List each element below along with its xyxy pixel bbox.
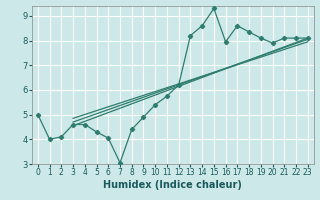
X-axis label: Humidex (Indice chaleur): Humidex (Indice chaleur) — [103, 180, 242, 190]
